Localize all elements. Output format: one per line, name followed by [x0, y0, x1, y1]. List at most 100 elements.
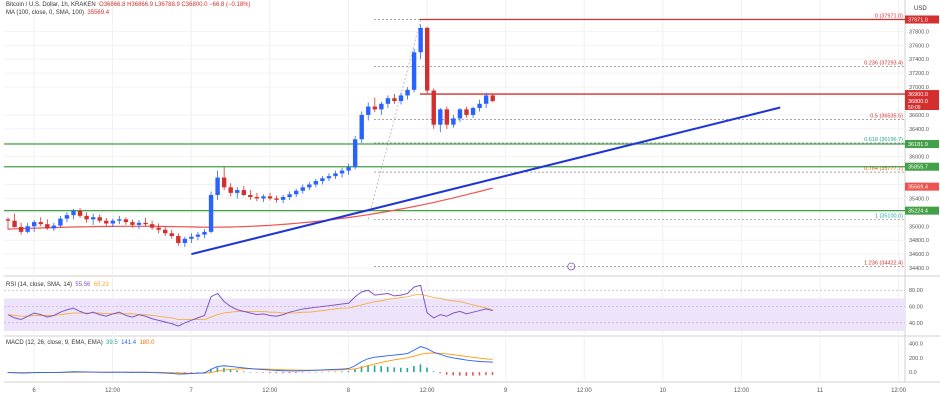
macd-histogram-bar [275, 372, 278, 374]
candle-body [149, 224, 155, 228]
candle-body [261, 196, 266, 199]
macd-histogram-bar [432, 371, 435, 373]
macd-histogram-bar [321, 371, 323, 373]
macd-histogram-bar [472, 372, 474, 376]
macd-histogram-bar [458, 372, 461, 376]
candle-body [372, 106, 377, 110]
candle-body [189, 236, 194, 239]
macd-histogram-bar [301, 372, 304, 373]
rsi-tick-label: 60.00 [909, 305, 923, 311]
rsi-legend: RSI (14, close, SMA, 14) 55.56 65.23 [6, 282, 109, 288]
ma100-line [7, 187, 493, 230]
macd-line-value: 141.4 [121, 340, 137, 346]
price-axis[interactable]: 37800.0 37600.0 37400.0 37200.0 37000.0 36600… [905, 15, 939, 376]
time-tick-label: 12:00 [734, 388, 750, 394]
candle-body [307, 184, 312, 188]
candle-body [425, 27, 430, 91]
time-tick-label: 11 [817, 388, 824, 394]
candle-body [202, 231, 207, 235]
time-tick-label: 6 [32, 388, 36, 394]
price-tag-label: 35224.4 [908, 209, 928, 215]
candle-body [248, 194, 253, 198]
time-tick-label: 7 [190, 388, 194, 394]
macd-tick-label: 200.0 [909, 356, 923, 362]
macd-line [7, 346, 493, 375]
price-tag-label: 35569.4 [908, 185, 928, 191]
currency-label: USD [914, 6, 927, 12]
rsi-band [4, 298, 905, 331]
time-tick-label: 12:00 [262, 388, 278, 394]
candle-body [32, 222, 37, 227]
rsi-tick-label: 80.00 [909, 288, 923, 294]
price-tick-label: 37000.0 [909, 85, 929, 91]
price-tick-label: 37600.0 [909, 43, 929, 49]
price-tag-countdown: 50:09 [908, 105, 921, 111]
candle-body [470, 107, 476, 115]
macd-histogram-bar [426, 367, 428, 373]
candle-body [287, 194, 292, 198]
candle-body [228, 187, 233, 193]
fib-level-label: 1.236 (34422.4) [864, 260, 903, 266]
candle-body [104, 220, 109, 224]
macd-histogram-bar [262, 372, 265, 373]
macd-histogram-bar [347, 371, 350, 373]
price-tick-label: 36600.0 [909, 113, 929, 119]
rsi-label: RSI (14, close, SMA, 14) [6, 282, 73, 288]
candle-body [117, 219, 122, 221]
price-tag-label: 35855.7 [908, 165, 928, 171]
macd-histogram-bar [360, 366, 363, 373]
candle-body [438, 109, 443, 125]
candle-body [221, 177, 227, 188]
candle-body [51, 225, 57, 229]
fib-level-label: 0.236 (37293.4) [864, 61, 903, 67]
candle-body [163, 229, 168, 234]
fib-level-label: 0.764 (35777.7) [864, 166, 903, 172]
macd-histogram-bar [491, 372, 494, 375]
macd-histogram-bar [236, 370, 238, 373]
price-tag [905, 182, 939, 191]
candle-body [346, 167, 351, 171]
macd-histogram-bar [242, 371, 245, 373]
macd-label: MACD (12, 26, close, 9, EMA, EMA) [6, 340, 103, 346]
candle-body [451, 118, 456, 125]
candle-body [71, 210, 76, 216]
time-tick-label: 12:00 [577, 388, 593, 394]
macd-histogram-bar [452, 372, 454, 376]
rsi-value: 55.56 [75, 282, 91, 288]
candle-body [97, 217, 102, 221]
candle-body [274, 198, 279, 200]
macd-histogram-bar [282, 372, 284, 374]
candle-body [38, 222, 43, 225]
price-tick-label: 34800.0 [909, 238, 929, 244]
price-tag [905, 97, 939, 110]
macd-histogram-bar [7, 372, 9, 373]
macd-histogram-bar [354, 369, 356, 373]
time-axis[interactable]: 612:00712:00812:00912:001012:001112:0012… [32, 388, 940, 394]
symbol-title: Bitcoin / U.S. Dollar, 1h, KRAKEN [6, 2, 96, 8]
candle-body [333, 173, 338, 177]
candle-body [300, 187, 305, 191]
price-tag [905, 140, 939, 149]
macd-histogram-bar [229, 369, 232, 373]
candle-body [18, 226, 24, 232]
macd-histogram-bar [249, 372, 251, 373]
rsi-pane [4, 284, 905, 331]
candle-body [64, 215, 70, 219]
candle-body [45, 224, 50, 229]
candle-body [294, 190, 299, 195]
macd-histogram-bar [295, 372, 297, 373]
macd-pane [7, 346, 494, 376]
macd-histogram-bar [386, 366, 389, 373]
time-tick-label: 9 [504, 388, 508, 394]
macd-histogram-bar [216, 367, 219, 373]
candle-body [339, 170, 345, 174]
candle-body [136, 222, 142, 225]
macd-histogram-bar [419, 364, 422, 373]
rsi-signal-value: 65.23 [93, 282, 109, 288]
candle-body [405, 89, 410, 96]
candle-body [254, 197, 260, 199]
candle-body [320, 178, 325, 182]
price-tick-label: 37400.0 [909, 57, 929, 63]
candle-body [235, 190, 240, 193]
